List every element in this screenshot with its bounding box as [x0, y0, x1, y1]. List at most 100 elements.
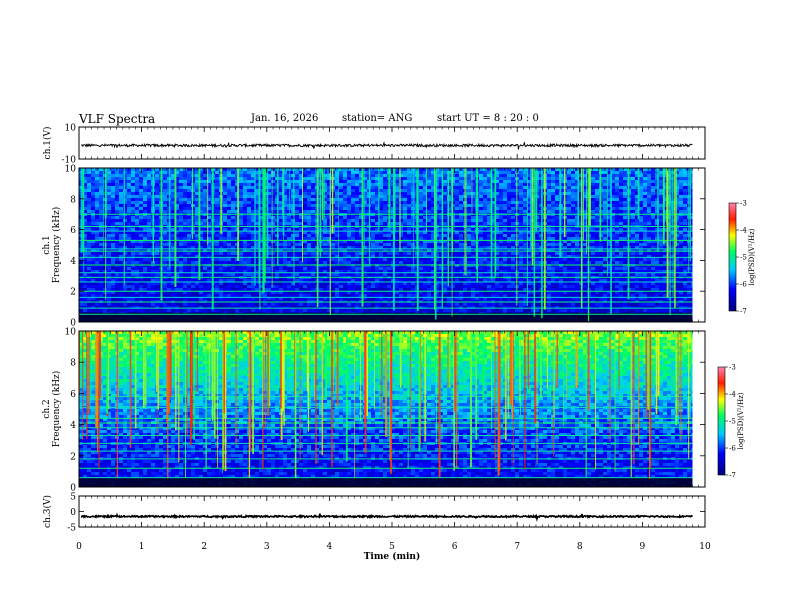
spec1-cell [447, 237, 451, 240]
spec1-cell [527, 210, 531, 213]
spec1-cell [659, 228, 663, 231]
spec1-cell [655, 210, 659, 213]
spec1-cell [339, 255, 343, 258]
spec1-cell [283, 255, 287, 258]
spec1-cell [639, 201, 643, 204]
spec1-cell [479, 168, 483, 171]
spec1-cell [411, 210, 415, 213]
spec1-cell [219, 234, 223, 237]
spec1-cell [619, 216, 623, 219]
spec1-cell [555, 249, 559, 252]
spec1-cell [563, 237, 567, 240]
spec1-cell [227, 186, 231, 189]
spec1-cell [687, 186, 691, 189]
spec1-cell [99, 234, 103, 237]
spec1-cell [255, 234, 259, 237]
spec1-cell [247, 246, 251, 249]
spec1-cell [355, 246, 359, 249]
spec1-cell [407, 183, 411, 186]
spec1-cell [131, 255, 135, 258]
spec1-cell [179, 240, 183, 243]
spec1-cell [143, 171, 147, 174]
spec1-cell [147, 237, 151, 240]
spec1-cell [351, 210, 355, 213]
spec1-cell [595, 201, 599, 204]
spec1-cell [215, 222, 219, 225]
spec1-cell [131, 171, 135, 174]
spec1-cell [667, 195, 671, 198]
spec1-cell [275, 171, 279, 174]
spec1-cell [455, 180, 459, 183]
spec1-cell [499, 219, 503, 222]
spec1-cell [295, 171, 299, 174]
spec1-cell [147, 201, 151, 204]
spec1-cell [115, 222, 119, 225]
spec1-cell [571, 222, 575, 225]
spec1-cell [223, 249, 227, 252]
spec1-cell [231, 228, 235, 231]
spec1-cell [479, 177, 483, 180]
spec1-cell [527, 189, 531, 192]
spec1-cell [139, 171, 143, 174]
spec1-cell [687, 177, 691, 180]
spec1-cell [395, 186, 399, 189]
spec1-cell [395, 255, 399, 258]
spec1-cell [311, 243, 315, 246]
spec1-cell [387, 258, 391, 261]
spec1-cell [143, 222, 147, 225]
spec1-cell [375, 219, 379, 222]
spec1-cell [207, 252, 211, 255]
spec1-cell [363, 189, 367, 192]
spec1-cell [611, 168, 615, 171]
spec1-cell [523, 228, 527, 231]
spec1-cell [603, 228, 607, 231]
spec1-cell [511, 249, 515, 252]
spec1-cell [371, 255, 375, 258]
spec1-cell [363, 198, 367, 201]
spec1-cell [663, 246, 667, 249]
spec1-cell [295, 258, 299, 261]
spec1-cell [443, 189, 447, 192]
spec1-cell [663, 219, 667, 222]
spec1-cell [231, 171, 235, 174]
spec1-cell [291, 258, 295, 261]
spec1-cell [519, 240, 523, 243]
spec1-cell [179, 177, 183, 180]
spec1-cell [447, 198, 451, 201]
spec1-cell [223, 192, 227, 195]
spec1-cell [271, 222, 275, 225]
spec1-cell [175, 255, 179, 258]
spec1-cell [299, 195, 303, 198]
spec1-cell [659, 177, 663, 180]
spec1-cell [591, 204, 595, 207]
spec1-cell [443, 234, 447, 237]
spec1-cell [519, 168, 523, 171]
spec1-cell [607, 171, 611, 174]
spec1-cell [683, 219, 687, 222]
spec1-cell [155, 201, 159, 204]
spec1-cell [619, 171, 623, 174]
spec1-cell [663, 177, 667, 180]
spec1-cell [191, 252, 195, 255]
spec1-cell [479, 198, 483, 201]
spec1-cell [635, 204, 639, 207]
spec1-cell [119, 201, 123, 204]
spec1-cell [539, 174, 543, 177]
spec1-cell [347, 222, 351, 225]
spec1-cell [631, 168, 635, 171]
spec1-cell [179, 186, 183, 189]
spec1-cell [327, 243, 331, 246]
spec1-cell [339, 180, 343, 183]
spec1-cell [623, 237, 627, 240]
spec1-cell [447, 168, 451, 171]
spec1-cell [91, 252, 95, 255]
spec1-cell [87, 222, 91, 225]
spec1-cell [511, 195, 515, 198]
spec1-cell [411, 255, 415, 258]
spec1-cell [195, 222, 199, 225]
spec1-cell [631, 204, 635, 207]
spec1-cell [511, 207, 515, 210]
spec1-cell [303, 234, 307, 237]
spec1-cell [499, 210, 503, 213]
spec1-cell [499, 237, 503, 240]
